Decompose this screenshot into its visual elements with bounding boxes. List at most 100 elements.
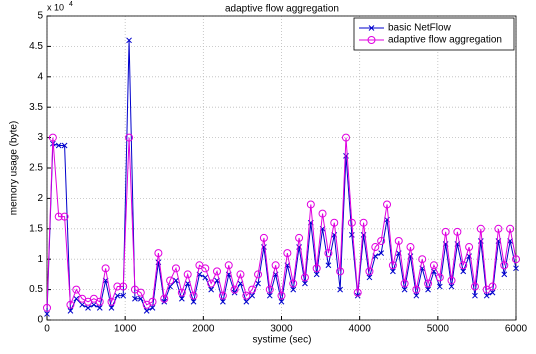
circle-marker <box>330 218 339 227</box>
circle-marker <box>494 224 503 233</box>
circle-marker <box>341 133 350 142</box>
circle-marker <box>400 279 409 288</box>
circle-marker <box>476 224 485 233</box>
x-marker <box>202 274 209 281</box>
x-marker <box>208 286 215 293</box>
x-marker <box>173 277 179 284</box>
legend-marker <box>368 25 375 31</box>
circle-marker <box>95 297 104 306</box>
circle-marker <box>248 285 257 294</box>
circle-marker <box>365 267 374 276</box>
circle-marker <box>383 200 392 209</box>
legend-label: adaptive flow aggregation <box>388 35 502 46</box>
series-line <box>46 137 517 308</box>
circle-marker <box>512 255 520 264</box>
x-marker <box>501 271 508 278</box>
x-marker <box>178 295 185 302</box>
circle-marker <box>465 243 474 252</box>
circle-marker <box>371 243 380 252</box>
circle-marker <box>254 270 263 279</box>
x-marker <box>120 292 127 299</box>
circle-marker <box>183 270 192 279</box>
x-tick-label: 3000 <box>270 324 293 335</box>
x-marker <box>413 292 420 299</box>
x-marker <box>143 308 150 314</box>
circle-marker <box>265 285 274 294</box>
circle-marker <box>154 249 163 258</box>
circle-marker <box>447 276 456 285</box>
y-tick-label: 1 <box>37 254 43 265</box>
circle-marker <box>101 264 110 273</box>
x-marker <box>91 301 97 308</box>
circle-marker <box>353 288 362 297</box>
x-marker <box>378 250 385 256</box>
y-tick-label: 4.5 <box>29 41 43 52</box>
y-tick-label: 2.5 <box>29 163 43 174</box>
x-marker <box>290 286 297 293</box>
circle-marker <box>424 279 433 288</box>
circle-marker <box>459 261 468 270</box>
x-marker <box>278 298 285 305</box>
circle-marker <box>54 212 63 221</box>
x-marker <box>366 274 373 281</box>
y-tick-label: 3.5 <box>29 102 43 113</box>
x-marker <box>190 298 197 305</box>
x-marker <box>266 292 273 299</box>
circle-marker <box>189 291 198 300</box>
chart-title: adaptive flow aggregation <box>225 4 339 15</box>
x-axis-label: systime (sec) <box>253 335 312 346</box>
legend-label: basic NetFlow <box>388 23 452 34</box>
circle-marker <box>283 249 292 258</box>
y-scale-base: x 10 <box>47 2 64 12</box>
x-marker <box>44 311 50 317</box>
circle-marker <box>230 285 239 294</box>
x-tick-label: 0 <box>44 324 50 335</box>
circle-marker <box>166 276 175 285</box>
plot-frame <box>46 15 517 321</box>
circle-marker <box>300 273 309 282</box>
x-marker <box>302 280 308 287</box>
circle-marker <box>271 261 280 270</box>
x-marker <box>337 286 343 293</box>
circle-marker <box>488 282 497 291</box>
circle-marker <box>324 249 333 258</box>
y-tick-label: 0 <box>37 315 43 326</box>
circle-marker <box>48 133 57 142</box>
circle-marker <box>312 264 321 273</box>
circle-marker <box>213 267 222 276</box>
circle-marker <box>171 264 180 273</box>
x-tick-label: 1000 <box>114 324 137 335</box>
circle-marker <box>506 224 515 233</box>
x-marker <box>483 292 490 299</box>
x-marker <box>390 268 396 275</box>
x-marker <box>243 298 250 305</box>
circle-marker <box>125 133 134 142</box>
y-tick-label: 4 <box>37 71 43 82</box>
x-marker <box>489 289 496 296</box>
x-marker <box>61 142 68 149</box>
x-tick-label: 5000 <box>427 324 450 335</box>
circle-marker <box>236 270 245 279</box>
circle-marker <box>359 218 368 227</box>
circle-marker <box>377 236 386 245</box>
circle-marker <box>148 297 157 306</box>
x-marker <box>73 295 80 302</box>
y-axis-label: memory usage (byte) <box>9 121 20 215</box>
circle-marker <box>453 227 462 236</box>
circle-marker <box>441 227 450 236</box>
circle-marker <box>429 261 438 270</box>
circle-marker <box>347 218 356 227</box>
x-marker <box>85 304 91 311</box>
legend-box <box>353 17 515 51</box>
circle-marker <box>43 303 51 312</box>
circle-marker <box>470 282 479 291</box>
y-tick-label: 1.5 <box>29 223 43 234</box>
x-tick-label: 6000 <box>505 324 528 335</box>
circle-marker <box>435 273 444 282</box>
x-marker <box>448 283 455 290</box>
circle-marker <box>177 288 186 297</box>
circle-marker <box>394 236 403 245</box>
y-tick-label: 0.5 <box>29 284 43 295</box>
x-tick-label: 2000 <box>192 324 215 335</box>
